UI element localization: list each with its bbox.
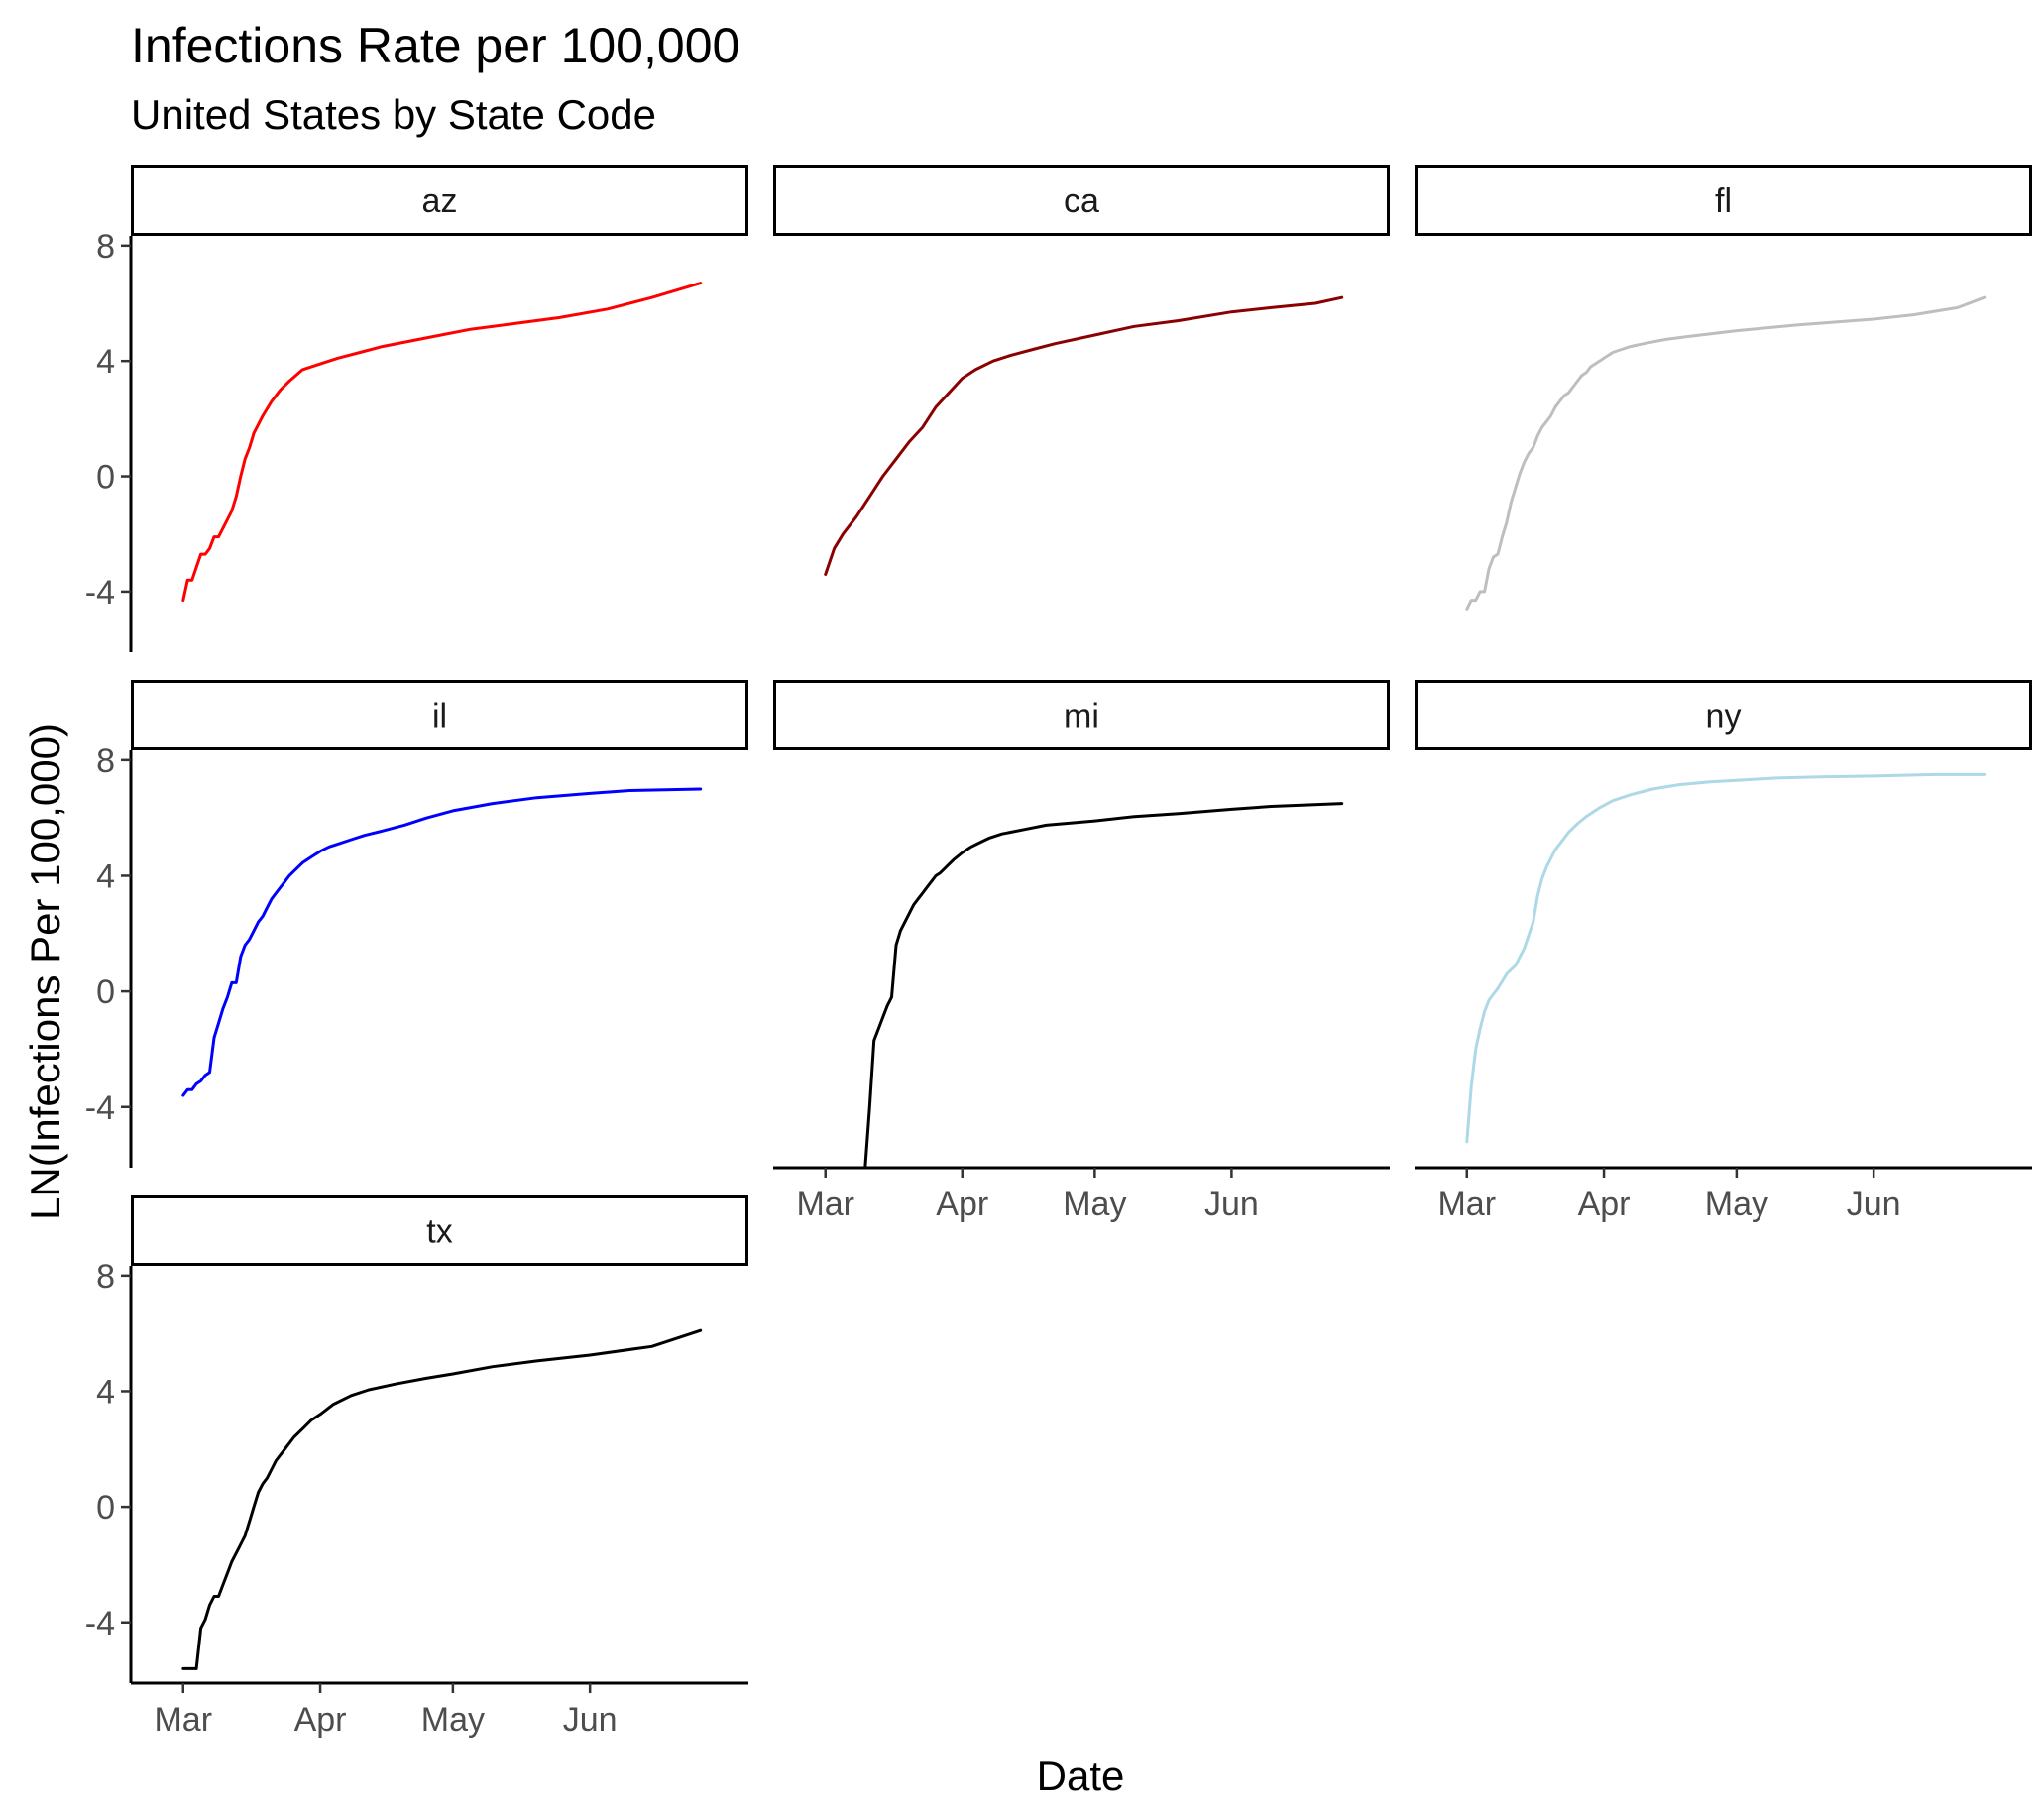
x-tick-label: May (421, 1701, 485, 1739)
facet-strip-label: ca (1064, 182, 1099, 220)
facet-strip (1415, 680, 2032, 750)
x-tick-label: Mar (154, 1701, 212, 1739)
y-tick-label: 0 (96, 1489, 115, 1527)
series-line-ca (824, 295, 1344, 576)
x-tick-label: Mar (1437, 1186, 1496, 1223)
facet-strip-label: ny (1706, 698, 1742, 736)
x-tick-label: Apr (936, 1186, 988, 1223)
y-tick-label: 4 (96, 343, 115, 381)
facet-strip-label: il (432, 698, 447, 736)
series-line-az (181, 282, 703, 603)
facet-strip (131, 1195, 748, 1266)
facet-fl: fl (1415, 165, 2032, 611)
y-tick-label: 4 (96, 1373, 115, 1411)
chart-subtitle: United States by State Code (131, 91, 656, 138)
facet-strip (131, 165, 748, 236)
series-line-ny (1465, 772, 1987, 1144)
x-tick-label: Mar (796, 1186, 854, 1223)
series-line-mi (863, 802, 1344, 1170)
facets-layer: az -4 0 4 8 ca fl il -4 0 4 8 mi Mar Apr May Jun ny Mar Apr… (85, 165, 2032, 1739)
y-tick-label: -4 (85, 574, 115, 612)
y-tick-label: -4 (85, 1605, 115, 1643)
facet-strip (131, 680, 748, 750)
facet-il: il -4 0 4 8 (85, 680, 748, 1168)
x-tick-label: Jun (563, 1701, 618, 1739)
facet-strip-label: mi (1064, 698, 1099, 736)
series-line-il (181, 787, 703, 1097)
x-tick-label: May (1063, 1186, 1126, 1223)
y-tick-label: 8 (96, 1258, 115, 1296)
y-tick-label: 4 (96, 857, 115, 895)
y-tick-label: -4 (85, 1089, 115, 1127)
x-tick-label: Apr (1578, 1186, 1631, 1223)
facet-tx: tx -4 0 4 8 Mar Apr May Jun (85, 1195, 748, 1739)
y-tick-label: 0 (96, 459, 115, 497)
chart-title: Infections Rate per 100,000 (131, 18, 740, 73)
y-tick-label: 8 (96, 742, 115, 780)
x-tick-label: Apr (294, 1701, 347, 1739)
facet-ny: ny Mar Apr May Jun (1415, 680, 2032, 1223)
facet-strip-label: az (422, 182, 458, 220)
y-tick-label: 8 (96, 228, 115, 266)
facet-strip (773, 680, 1390, 750)
facet-strip-label: tx (426, 1213, 452, 1251)
series-line-tx (181, 1328, 703, 1670)
facet-strip-label: fl (1715, 182, 1732, 220)
facet-strip (773, 165, 1390, 236)
x-tick-label: Jun (1204, 1186, 1259, 1223)
x-tick-label: May (1705, 1186, 1768, 1223)
series-line-fl (1465, 295, 1987, 611)
facet-az: az -4 0 4 8 (85, 165, 748, 652)
y-axis-title: LN(Infections Per 100,000) (22, 723, 68, 1220)
x-tick-label: Jun (1847, 1186, 1901, 1223)
y-tick-label: 0 (96, 973, 115, 1011)
facet-ca: ca (773, 165, 1390, 576)
facet-mi: mi Mar Apr May Jun (773, 680, 1390, 1223)
facet-strip (1415, 165, 2032, 236)
x-axis-title: Date (1037, 1753, 1125, 1799)
